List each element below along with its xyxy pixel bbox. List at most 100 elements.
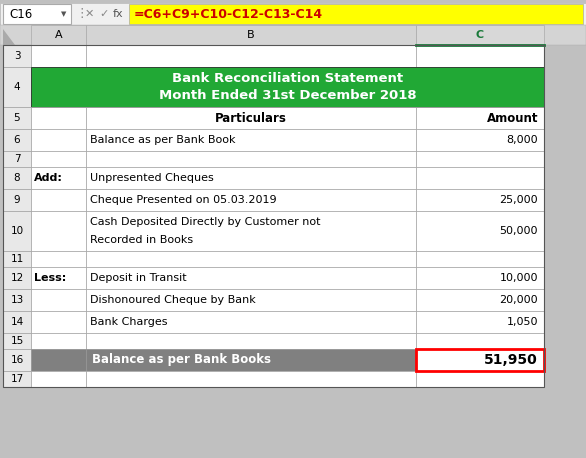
Text: 12: 12 xyxy=(11,273,23,283)
Text: Particulars: Particulars xyxy=(215,111,287,125)
Text: 7: 7 xyxy=(13,154,21,164)
Text: Month Ended 31st December 2018: Month Ended 31st December 2018 xyxy=(159,89,416,102)
Text: ▼: ▼ xyxy=(61,11,66,17)
Bar xyxy=(31,189,86,211)
Bar xyxy=(31,167,86,189)
Bar xyxy=(0,25,586,45)
Text: =C6+C9+C10-C12-C13-C14: =C6+C9+C10-C12-C13-C14 xyxy=(134,7,323,21)
Bar xyxy=(416,333,544,349)
Bar xyxy=(86,371,416,387)
Text: ✓: ✓ xyxy=(99,9,108,19)
Text: 17: 17 xyxy=(11,374,23,384)
Text: 9: 9 xyxy=(13,195,21,205)
Bar xyxy=(86,289,416,311)
Text: 15: 15 xyxy=(11,336,23,346)
Bar xyxy=(31,311,86,333)
Text: 25,000: 25,000 xyxy=(499,195,538,205)
Bar xyxy=(3,267,31,289)
Bar xyxy=(416,107,544,129)
Bar xyxy=(3,311,31,333)
Bar xyxy=(416,349,544,371)
Bar xyxy=(3,45,544,387)
Text: Unpresented Cheques: Unpresented Cheques xyxy=(90,173,214,183)
Bar xyxy=(3,67,31,107)
Text: 3: 3 xyxy=(13,51,21,61)
Text: Dishonoured Cheque by Bank: Dishonoured Cheque by Bank xyxy=(90,295,255,305)
Bar xyxy=(31,107,86,129)
Text: Cash Deposited Directly by Customer not: Cash Deposited Directly by Customer not xyxy=(90,217,321,227)
Bar xyxy=(31,211,86,251)
Bar xyxy=(3,4,71,24)
Bar xyxy=(416,267,544,289)
Text: Balance as per Bank Books: Balance as per Bank Books xyxy=(92,354,271,366)
Bar xyxy=(3,45,31,67)
Text: 10,000: 10,000 xyxy=(499,273,538,283)
Bar xyxy=(416,371,544,387)
Bar xyxy=(86,25,416,45)
Bar xyxy=(3,151,31,167)
Text: 13: 13 xyxy=(11,295,23,305)
Text: 10: 10 xyxy=(11,226,23,236)
Text: C16: C16 xyxy=(9,7,32,21)
Bar xyxy=(3,349,31,371)
Bar xyxy=(86,349,416,371)
Text: C: C xyxy=(476,30,484,40)
Bar xyxy=(31,151,86,167)
Text: Bank Charges: Bank Charges xyxy=(90,317,168,327)
Text: 8,000: 8,000 xyxy=(506,135,538,145)
Bar xyxy=(3,371,31,387)
Text: 51,950: 51,950 xyxy=(484,353,538,367)
Bar xyxy=(416,45,544,67)
Bar xyxy=(129,4,583,24)
Text: A: A xyxy=(54,30,62,40)
Bar xyxy=(31,67,544,107)
Bar xyxy=(86,211,416,251)
Bar xyxy=(31,251,86,267)
Bar xyxy=(31,45,86,67)
Bar xyxy=(31,349,86,371)
Bar xyxy=(416,167,544,189)
Text: Recorded in Books: Recorded in Books xyxy=(90,235,193,245)
Text: Balance as per Bank Book: Balance as per Bank Book xyxy=(90,135,236,145)
Bar xyxy=(31,25,86,45)
Bar xyxy=(31,129,86,151)
Bar xyxy=(86,151,416,167)
Bar xyxy=(3,211,31,251)
Text: 50,000: 50,000 xyxy=(499,226,538,236)
Text: B: B xyxy=(247,30,255,40)
Bar xyxy=(86,107,416,129)
Text: Add:: Add: xyxy=(34,173,63,183)
Bar xyxy=(31,289,86,311)
Bar xyxy=(31,267,86,289)
Text: Bank Reconciliation Statement: Bank Reconciliation Statement xyxy=(172,72,403,86)
Bar xyxy=(416,211,544,251)
Text: 4: 4 xyxy=(13,82,21,92)
Bar xyxy=(86,311,416,333)
Bar xyxy=(86,167,416,189)
Bar xyxy=(86,189,416,211)
Bar xyxy=(3,289,31,311)
Bar xyxy=(31,333,86,349)
Text: Amount: Amount xyxy=(486,111,538,125)
Polygon shape xyxy=(3,29,15,45)
Text: fx: fx xyxy=(113,9,124,19)
Text: 11: 11 xyxy=(11,254,23,264)
Bar xyxy=(86,267,416,289)
Bar xyxy=(3,189,31,211)
Bar xyxy=(3,107,31,129)
Text: 20,000: 20,000 xyxy=(499,295,538,305)
Bar xyxy=(3,251,31,267)
Bar xyxy=(86,45,416,67)
Text: 1,050: 1,050 xyxy=(506,317,538,327)
Bar xyxy=(416,289,544,311)
Text: ✕: ✕ xyxy=(85,9,94,19)
Text: 5: 5 xyxy=(13,113,21,123)
Bar xyxy=(416,311,544,333)
Bar xyxy=(0,3,586,25)
Bar xyxy=(416,151,544,167)
Bar xyxy=(416,129,544,151)
Text: 14: 14 xyxy=(11,317,23,327)
Bar xyxy=(86,333,416,349)
Text: Cheque Presented on 05.03.2019: Cheque Presented on 05.03.2019 xyxy=(90,195,277,205)
Bar xyxy=(416,251,544,267)
